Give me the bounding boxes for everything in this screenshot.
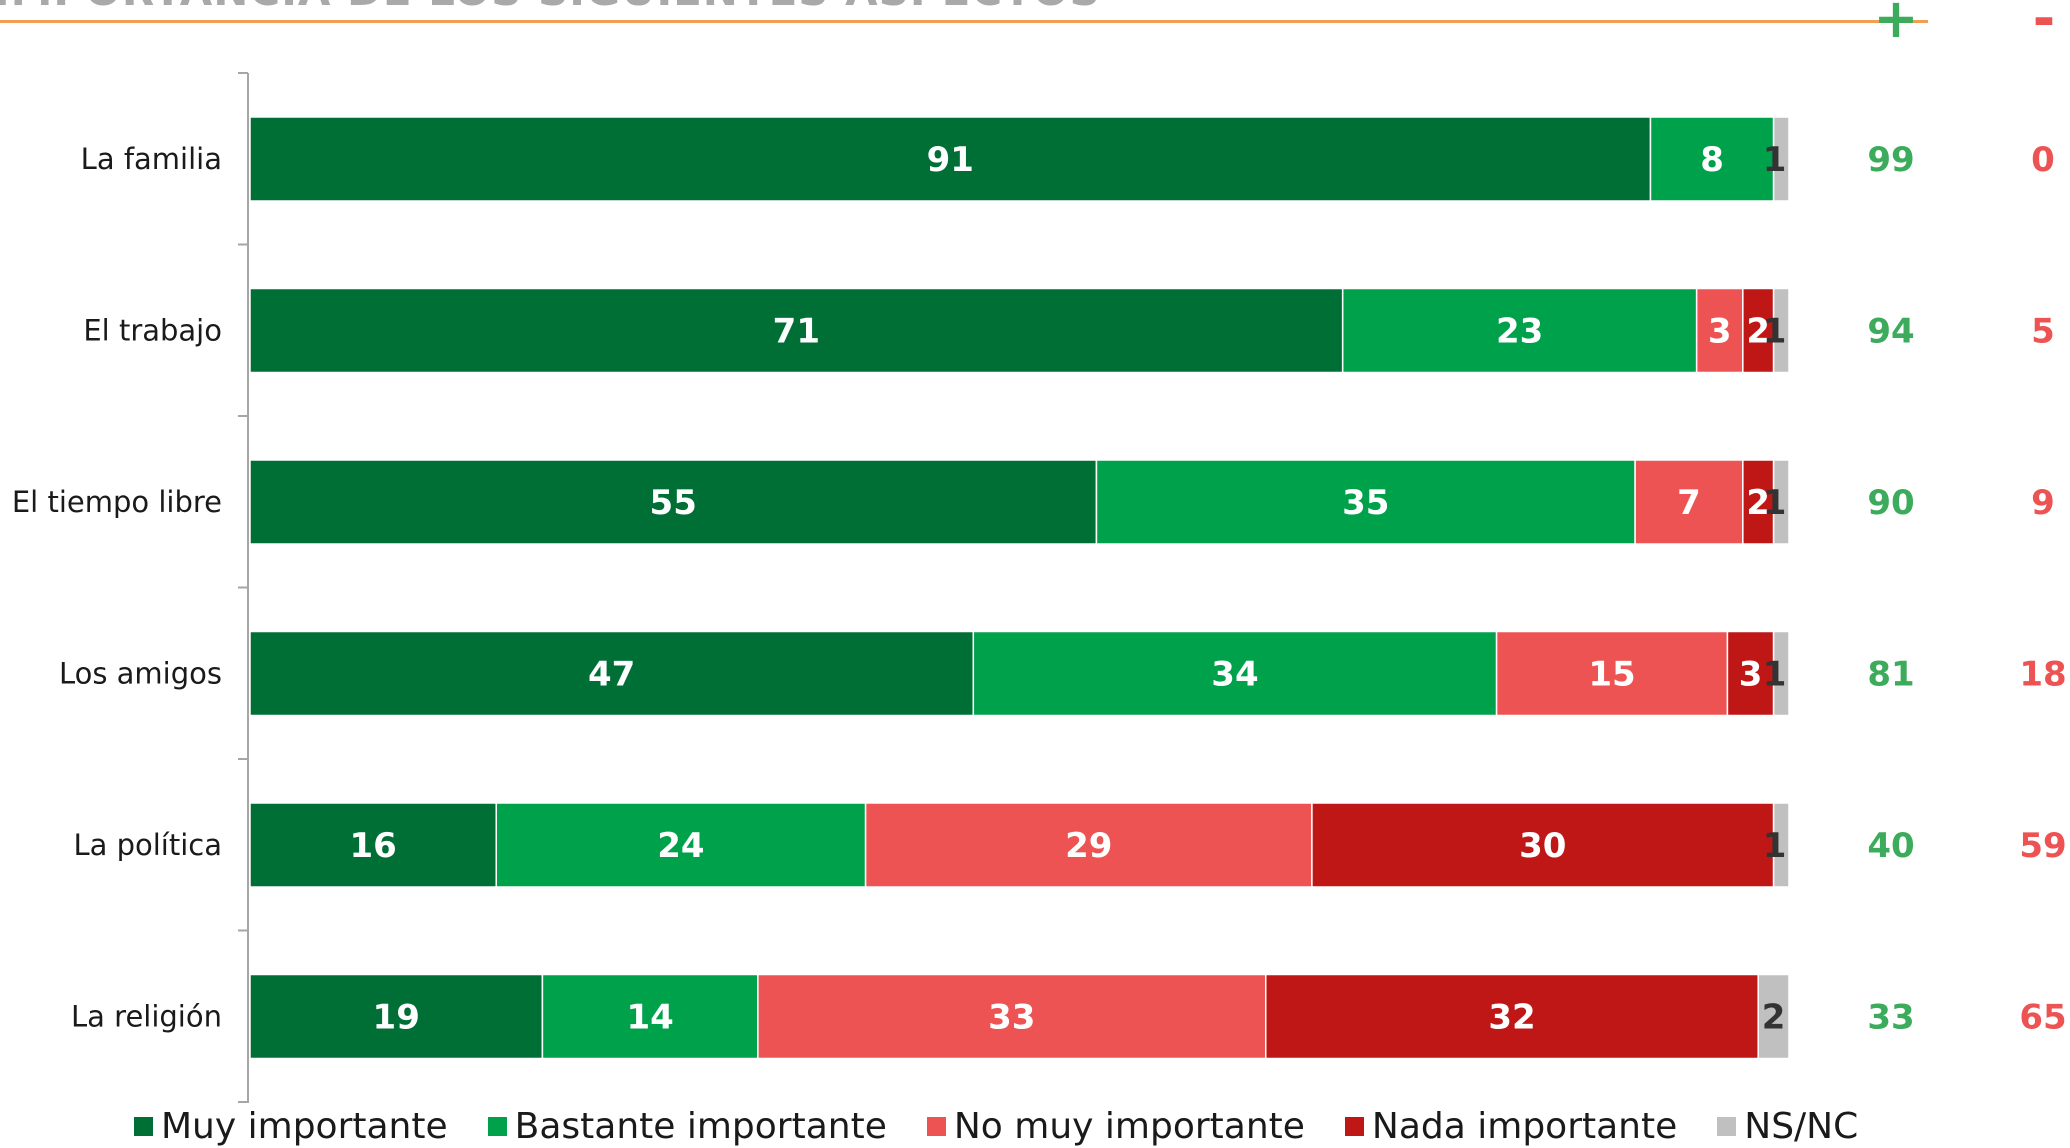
data-label: 1 [1763, 655, 1787, 695]
data-label: 2 [1762, 998, 1786, 1038]
bar-segment [757, 973, 1267, 1060]
data-label: 29 [1065, 826, 1112, 866]
legend-label: NS/NC [1744, 1105, 1859, 1147]
data-label: 32 [1488, 998, 1535, 1038]
legend-swatch [1344, 1116, 1364, 1136]
bar-segment [972, 630, 1498, 717]
data-label: 7 [1677, 483, 1701, 523]
bar-segment [249, 802, 497, 888]
bar-segment [249, 287, 1344, 374]
data-label: 91 [927, 140, 974, 180]
data-label: 33 [988, 998, 1035, 1038]
positive-total-label: 99 [1867, 140, 1914, 180]
data-label: 34 [1211, 655, 1258, 695]
bar-segment [1341, 287, 1698, 374]
bar-segment [864, 802, 1313, 888]
bar-segment [249, 459, 1098, 545]
bar-segment [1772, 802, 1790, 888]
legend-swatch [1717, 1116, 1737, 1136]
legend-item: Muy importante [134, 1106, 448, 1147]
positive-total-label: 90 [1867, 483, 1914, 523]
positive-total-label: 33 [1867, 998, 1914, 1038]
legend-item: Nada importante [1344, 1105, 1678, 1147]
data-label: 24 [657, 826, 704, 866]
data-label: 3 [1708, 312, 1732, 352]
negative-total-label: 18 [2019, 655, 2066, 695]
data-label: 23 [1496, 312, 1543, 352]
data-label: 1 [1763, 140, 1787, 180]
bar-segment [1772, 287, 1790, 374]
bar-segment [1695, 287, 1744, 374]
bar-segment [1634, 459, 1744, 545]
bar-segment [249, 973, 544, 1060]
bar-segment [541, 973, 759, 1060]
chart-legend: Muy importante Bastante importante No muy … [134, 1104, 1858, 1148]
legend-label: Bastante importante [514, 1105, 887, 1147]
data-label: 19 [373, 998, 420, 1038]
data-label: 1 [1763, 483, 1787, 523]
legend-item: Bastante importante [487, 1105, 887, 1147]
positive-total-header: + [1873, 0, 1919, 50]
negative-total-header: - [2032, 0, 2056, 50]
data-label: 3 [1739, 655, 1763, 695]
data-label: 2 [1746, 312, 1770, 352]
data-label: 47 [588, 655, 635, 695]
legend-swatch [487, 1116, 507, 1136]
positive-total-label: 40 [1867, 826, 1914, 866]
bar-segment [249, 116, 1652, 202]
negative-total-label: 0 [2031, 140, 2055, 180]
negative-total-label: 65 [2019, 998, 2066, 1038]
data-label: 35 [1342, 483, 1389, 523]
bar-segment [1649, 116, 1775, 202]
bar-segment [1264, 973, 1759, 1060]
chart-title: IMPORTANCIA DE LOS SIGUIENTES ASPECTOS [0, 0, 1101, 15]
bar-segment [495, 802, 867, 888]
bar-segment [1772, 459, 1790, 545]
data-label: 15 [1588, 655, 1635, 695]
bar-segment [1772, 116, 1790, 202]
legend-label: Muy importante [161, 1105, 448, 1147]
negative-total-label: 9 [2031, 483, 2055, 523]
legend-label: Nada importante [1371, 1105, 1678, 1147]
legend-swatch [926, 1116, 946, 1136]
category-label: La familia [81, 142, 222, 176]
category-label: La política [73, 828, 222, 862]
bar-segment [1495, 630, 1729, 717]
category-label: El trabajo [83, 314, 222, 348]
legend-item: NS/NC [1717, 1106, 1858, 1147]
data-label: 14 [626, 998, 673, 1038]
legend-item: No muy importante [926, 1105, 1305, 1147]
category-label: Los amigos [59, 657, 222, 691]
data-label: 2 [1746, 483, 1770, 523]
bar-segment [1757, 973, 1790, 1060]
data-label: 1 [1763, 312, 1787, 352]
category-label: El tiempo libre [12, 485, 222, 519]
legend-swatch [134, 1116, 153, 1136]
positive-total-label: 94 [1867, 312, 1914, 352]
negative-total-label: 5 [2031, 312, 2055, 352]
data-label: 71 [773, 312, 820, 352]
bar-segment [1095, 459, 1636, 545]
bar-segment [1772, 630, 1790, 717]
negative-total-label: 59 [2019, 826, 2066, 866]
data-label: 55 [650, 483, 697, 523]
data-label: 1 [1763, 826, 1787, 866]
data-label: 16 [349, 826, 396, 866]
title-rule [0, 20, 1928, 23]
legend-label: No muy importante [953, 1105, 1305, 1147]
data-label: 8 [1700, 140, 1724, 180]
data-label: 30 [1519, 826, 1566, 866]
bar-segment [1311, 802, 1775, 888]
category-label: La religión [71, 1000, 222, 1034]
bar-segment [249, 630, 975, 717]
positive-total-label: 81 [1867, 655, 1914, 695]
